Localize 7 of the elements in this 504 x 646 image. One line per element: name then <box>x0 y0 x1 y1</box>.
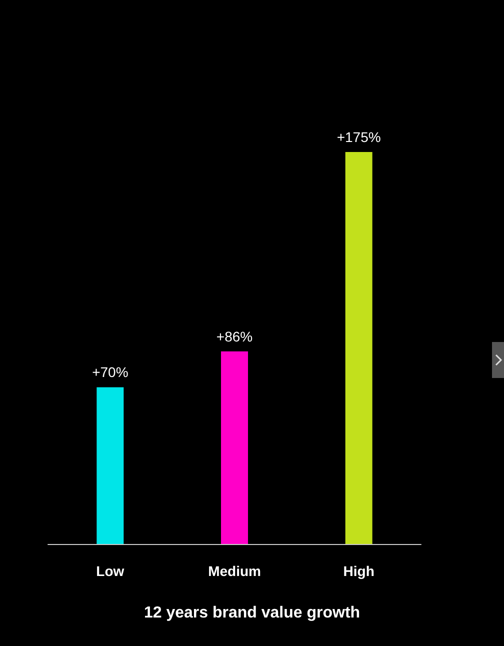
x-tick-label: Medium <box>208 563 261 579</box>
data-label: +70% <box>92 364 128 380</box>
x-tick-label: High <box>343 563 374 579</box>
data-label: +175% <box>336 129 381 145</box>
text: 12 years brand value growth <box>144 604 360 622</box>
x-tick-label: Low <box>96 563 124 579</box>
data-label: +86% <box>216 328 253 344</box>
